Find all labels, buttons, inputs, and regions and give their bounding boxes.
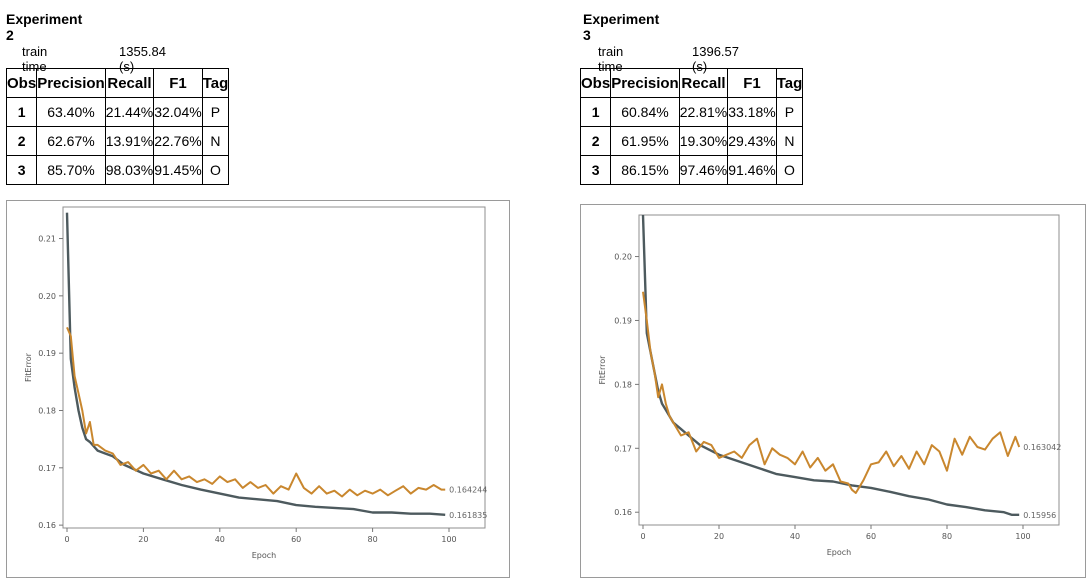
y-tick-label: 0.19 — [614, 316, 632, 325]
cell-recall: 22.81% — [678, 97, 729, 127]
cell-f1: 91.45% — [153, 155, 203, 185]
y-tick-label: 0.19 — [38, 349, 56, 358]
y-tick-label: 0.16 — [38, 521, 56, 530]
y-tick-label: 0.18 — [38, 406, 56, 415]
series-end-label: 0.163042 — [1023, 443, 1061, 452]
x-tick-label: 80 — [942, 532, 952, 541]
cell-precision: 85.70% — [36, 155, 106, 185]
series-end-label: 0.161835 — [449, 511, 487, 520]
header-recall: Recall — [104, 68, 155, 98]
series-line-gray — [65, 212, 446, 516]
x-tick-label: 100 — [441, 535, 456, 544]
x-tick-label: 60 — [866, 532, 876, 541]
header-precision: Precision — [36, 68, 106, 98]
x-tick-label: 40 — [215, 535, 225, 544]
cell-precision: 62.67% — [36, 126, 106, 156]
header-tag: Tag — [775, 68, 804, 98]
cell-f1: 32.04% — [153, 97, 203, 127]
header-obs: Obs — [5, 68, 38, 98]
x-axis-label: Epoch — [252, 551, 277, 560]
cell-recall: 97.46% — [678, 155, 729, 185]
series-end-label: 0.164244 — [449, 486, 487, 495]
cell-precision: 61.95% — [610, 126, 680, 156]
cell-tag: P — [775, 97, 804, 127]
table-row: 3 85.70% 98.03% 91.45% O — [5, 155, 230, 185]
x-tick-label: 20 — [138, 535, 148, 544]
plot-frame — [62, 206, 486, 529]
header-f1: F1 — [153, 68, 203, 98]
cell-obs: 3 — [579, 155, 612, 185]
cell-precision: 86.15% — [610, 155, 680, 185]
cell-f1: 33.18% — [727, 97, 777, 127]
results-table: Obs Precision Recall F1 Tag 1 60.84% 22.… — [579, 68, 804, 185]
cell-tag: N — [201, 126, 230, 156]
series-end-label: 0.15956 — [1023, 511, 1056, 520]
y-axis-label: FitError — [598, 355, 607, 385]
chart-canvas: 0.16 0.17 0.18 0.19 0.20 0 20 40 60 80 100 Epoch Fit… — [598, 214, 1061, 557]
x-tick-label: 0 — [640, 532, 645, 541]
x-tick-label: 0 — [64, 535, 69, 544]
cell-f1: 91.46% — [727, 155, 777, 185]
cell-tag: O — [775, 155, 804, 185]
x-tick-label: 20 — [714, 532, 724, 541]
fit-error-chart: 0.16 0.17 0.18 0.19 0.20 0.21 0 20 40 60 80 100 Epoc… — [6, 200, 510, 578]
header-tag: Tag — [201, 68, 230, 98]
header-precision: Precision — [610, 68, 680, 98]
table-row: 1 60.84% 22.81% 33.18% P — [579, 97, 804, 127]
cell-recall: 19.30% — [678, 126, 729, 156]
experiment-title: Experiment 2 — [6, 11, 83, 43]
cell-obs: 2 — [5, 126, 38, 156]
cell-recall: 21.44% — [104, 97, 155, 127]
header-f1: F1 — [727, 68, 777, 98]
table-header-row: Obs Precision Recall F1 Tag — [579, 68, 804, 98]
header-obs: Obs — [579, 68, 612, 98]
cell-f1: 29.43% — [727, 126, 777, 156]
cell-recall: 98.03% — [104, 155, 155, 185]
plot-frame — [638, 214, 1060, 526]
cell-obs: 1 — [5, 97, 38, 127]
x-tick-label: 40 — [790, 532, 800, 541]
x-tick-label: 80 — [368, 535, 378, 544]
table-row: 3 86.15% 97.46% 91.46% O — [579, 155, 804, 185]
cell-precision: 63.40% — [36, 97, 106, 127]
cell-tag: P — [201, 97, 230, 127]
series-line-orange — [66, 326, 446, 498]
cell-obs: 1 — [579, 97, 612, 127]
table-header-row: Obs Precision Recall F1 Tag — [5, 68, 230, 98]
cell-precision: 60.84% — [610, 97, 680, 127]
experiment-title: Experiment 3 — [583, 11, 660, 43]
cell-tag: O — [201, 155, 230, 185]
cell-obs: 2 — [579, 126, 612, 156]
series-line-orange — [642, 291, 1021, 494]
table-row: 1 63.40% 21.44% 32.04% P — [5, 97, 230, 127]
cell-f1: 22.76% — [153, 126, 203, 156]
cell-recall: 13.91% — [104, 126, 155, 156]
y-tick-label: 0.21 — [38, 235, 56, 244]
y-tick-label: 0.16 — [614, 508, 632, 517]
y-tick-label: 0.18 — [614, 380, 632, 389]
x-axis-label: Epoch — [827, 548, 852, 557]
y-tick-label: 0.17 — [38, 464, 56, 473]
header-recall: Recall — [678, 68, 729, 98]
x-tick-label: 60 — [291, 535, 301, 544]
chart-canvas: 0.16 0.17 0.18 0.19 0.20 0.21 0 20 40 60 80 100 Epoc… — [24, 206, 487, 560]
x-tick-label: 100 — [1015, 532, 1030, 541]
results-table: Obs Precision Recall F1 Tag 1 63.40% 21.… — [5, 68, 230, 185]
fit-error-chart: 0.16 0.17 0.18 0.19 0.20 0 20 40 60 80 100 Epoch Fit… — [580, 204, 1086, 578]
table-row: 2 61.95% 19.30% 29.43% N — [579, 126, 804, 156]
y-tick-label: 0.17 — [614, 444, 632, 453]
y-tick-label: 0.20 — [38, 292, 56, 301]
cell-obs: 3 — [5, 155, 38, 185]
table-row: 2 62.67% 13.91% 22.76% N — [5, 126, 230, 156]
y-axis-label: FitError — [24, 352, 33, 382]
cell-tag: N — [775, 126, 804, 156]
y-tick-label: 0.20 — [614, 253, 632, 262]
series-line-gray — [641, 214, 1020, 516]
